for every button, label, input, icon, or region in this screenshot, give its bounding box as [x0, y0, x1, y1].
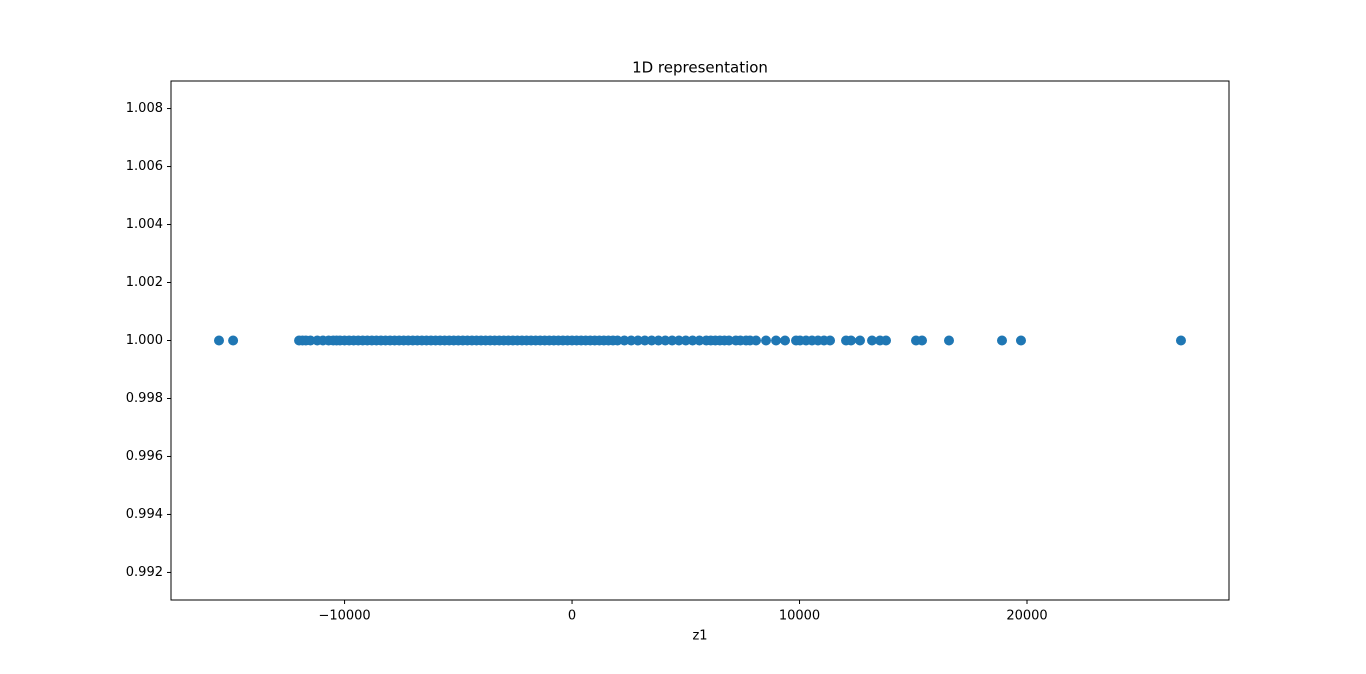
chart-title: 1D representation: [632, 59, 768, 77]
point: [228, 335, 239, 346]
point: [855, 335, 866, 346]
point: [881, 335, 892, 346]
plot-frame: [170, 80, 1230, 601]
point: [213, 335, 224, 346]
point: [751, 335, 762, 346]
x-tick-label: −10000: [318, 609, 370, 624]
point: [943, 335, 954, 346]
point: [780, 335, 791, 346]
y-tick-label: 0.998: [126, 391, 163, 406]
y-tick-label: 1.008: [126, 101, 163, 116]
point: [917, 335, 928, 346]
x-tick-label: 10000: [779, 609, 820, 624]
x-axis-label: z1: [692, 629, 707, 644]
point: [867, 335, 878, 346]
point: [846, 335, 857, 346]
y-tick-label: 0.994: [126, 507, 163, 522]
y-tick-label: 0.996: [126, 449, 163, 464]
x-tick-label: 20000: [1006, 609, 1047, 624]
y-tick-label: 1.006: [126, 159, 163, 174]
x-tick-label: 0: [568, 609, 576, 624]
point: [771, 335, 782, 346]
y-tick-label: 1.000: [126, 333, 163, 348]
point: [1175, 335, 1186, 346]
y-tick-label: 1.004: [126, 217, 163, 232]
point: [761, 335, 772, 346]
point: [825, 335, 836, 346]
point: [996, 335, 1007, 346]
point: [1015, 335, 1026, 346]
y-tick-label: 1.002: [126, 275, 163, 290]
y-tick-label: 0.992: [126, 565, 163, 580]
